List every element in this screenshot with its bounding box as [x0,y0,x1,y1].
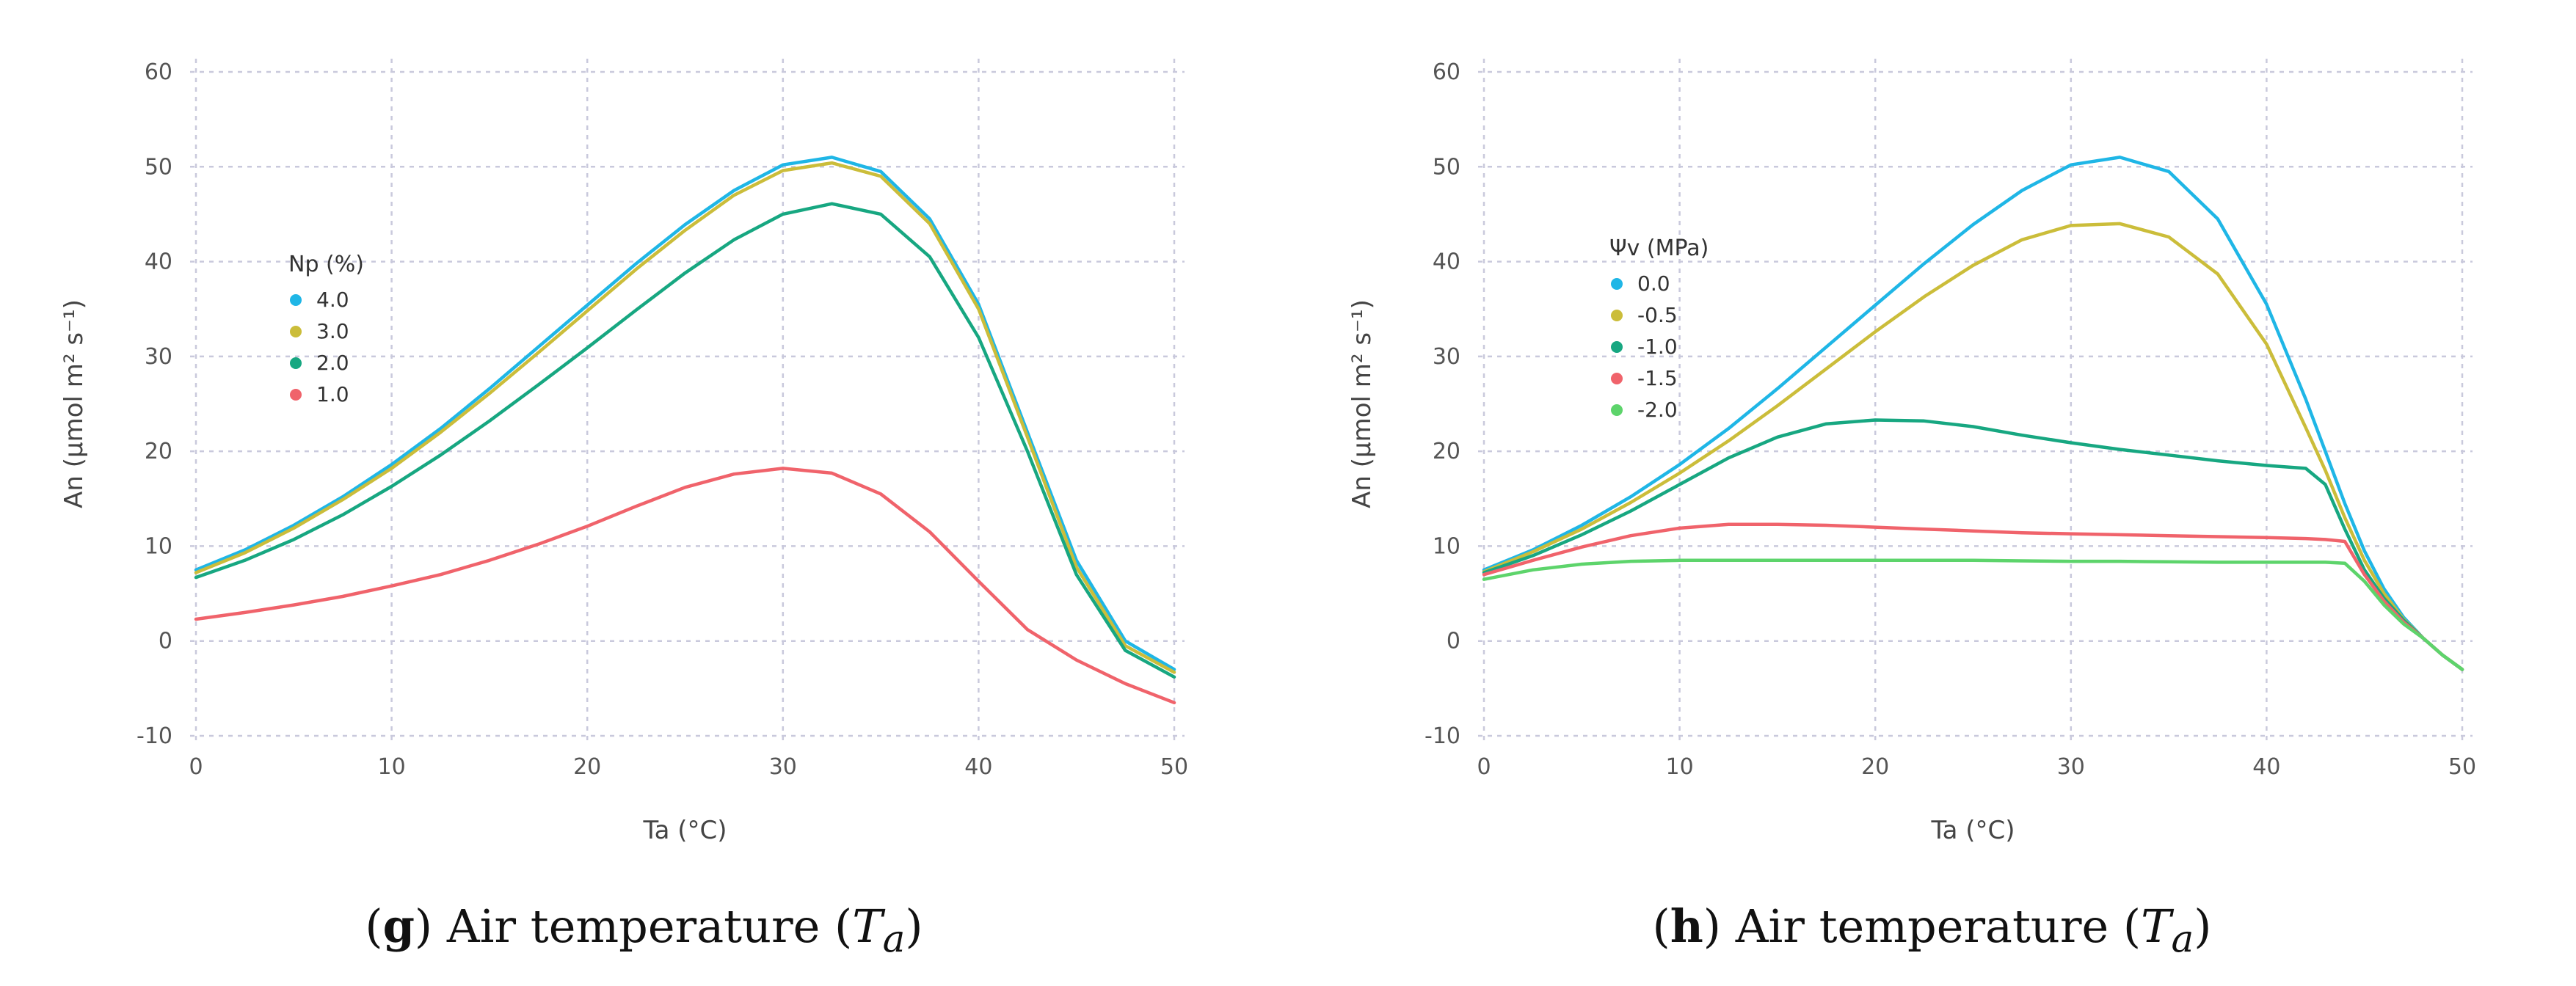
caption-h: (h) Air temperature (Ta) [1652,899,2212,962]
y-tick-label: 50 [1433,154,1460,180]
chart-h: 0 10 20 30 40 50 -10 0 10 20 30 40 50 60 Ta (°C) An (μm… [1347,59,2476,845]
x-tick-label: 0 [1477,754,1491,780]
x-tick-label: 0 [189,754,203,780]
caption-sub: a [2171,917,2194,962]
y-tick-label: 40 [1433,249,1460,275]
caption-letter: g [382,899,415,953]
caption-g: (g) Air temperature (Ta) [365,899,923,962]
x-tick-label: 50 [2448,754,2476,780]
series-line-0.0 [1482,156,2464,671]
y-tick-label: -10 [1425,723,1460,749]
legend-label: 1.0 [316,382,349,406]
caption-text: Air temperature [1735,899,2109,953]
x-tick-label: 40 [964,754,992,780]
legend-marker [1611,404,1623,416]
y-tick-label: 0 [159,629,172,654]
legend-marker [1611,341,1623,353]
panel-g: 0 10 20 30 40 50 -10 0 10 20 30 40 50 60 Ta (°C) An (μm… [59,59,1188,962]
y-axis-label: An (μmol m² s⁻¹) [1347,299,1377,508]
caption-text: Air temperature [446,899,821,953]
y-tick-label: 60 [145,59,172,85]
x-tick-label: 20 [573,754,601,780]
y-tick-label: -10 [137,723,172,749]
grid [1478,59,2473,743]
legend-label: -2.0 [1637,398,1678,422]
x-tick-label: 40 [2252,754,2280,780]
chart-g: 0 10 20 30 40 50 -10 0 10 20 30 40 50 60 Ta (°C) An (μm… [59,59,1188,845]
legend-title: Ψv (MPa) [1609,235,1709,261]
legend-marker [1611,373,1623,384]
x-axis-label: Ta (°C) [642,816,727,845]
legend-marker [290,357,302,369]
series-line-3.0 [194,161,1176,674]
legend-label: -1.0 [1637,335,1678,359]
y-tick-label: 20 [1433,439,1460,464]
panel-h: 0 10 20 30 40 50 -10 0 10 20 30 40 50 60 Ta (°C) An (μm… [1288,0,2576,986]
y-tick-label: 30 [1433,344,1460,370]
y-tick-label: 0 [1447,629,1460,654]
series-line-4.0 [194,156,1176,671]
series-line--1.5 [1482,522,2464,671]
caption-letter: h [1670,899,1703,953]
caption-sub: a [882,917,906,962]
grid [190,59,1185,743]
x-tick-label: 20 [1861,754,1889,780]
series-line-2.0 [194,202,1176,679]
y-tick-label: 10 [1433,533,1460,559]
legend-marker [290,294,302,306]
legend-label: -1.5 [1637,366,1678,390]
y-tick-label: 60 [1433,59,1460,85]
series-line--1.0 [1482,418,2464,671]
legend-label: 2.0 [316,351,349,375]
series-line--2.0 [1482,558,2464,671]
caption-var: T [852,899,883,953]
y-tick-label: 10 [145,533,172,559]
y-axis-label: An (μmol m² s⁻¹) [59,299,89,508]
legend-marker [290,326,302,337]
y-tick-label: 30 [145,344,172,370]
legend-marker [1611,310,1623,321]
y-tick-label: 20 [145,439,172,464]
series-line-1.0 [194,467,1176,705]
legend-label: 0.0 [1637,271,1670,296]
legend-title: Np (%) [288,252,364,277]
y-tick-label: 40 [145,249,172,275]
x-axis-label: Ta (°C) [1930,816,2015,845]
legend-label: 4.0 [316,288,349,312]
x-tick-label: 50 [1160,754,1188,780]
legend-label: -0.5 [1637,303,1678,327]
x-tick-label: 10 [378,754,406,780]
y-tick-label: 50 [145,154,172,180]
legend-marker [1611,278,1623,290]
caption-var: T [2141,899,2172,953]
x-tick-label: 10 [1666,754,1694,780]
legend-marker [290,389,302,401]
legend-label: 3.0 [316,319,349,343]
x-tick-label: 30 [769,754,797,780]
series-line--0.5 [1482,222,2464,671]
x-tick-label: 30 [2057,754,2085,780]
